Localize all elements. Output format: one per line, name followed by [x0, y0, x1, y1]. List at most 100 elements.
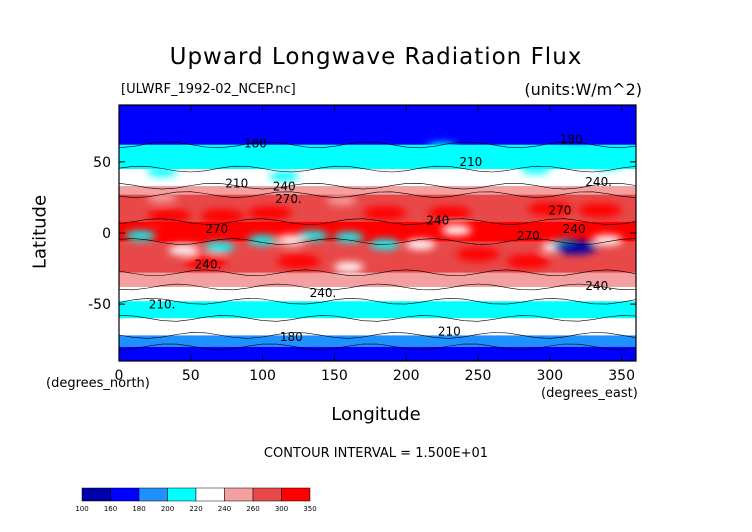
heatmap-feature [362, 206, 407, 221]
x-tick-label: 0 [115, 368, 124, 384]
contour-line [119, 191, 636, 198]
feature-group [125, 126, 623, 273]
heatmap-feature [520, 164, 551, 174]
colorbar-tick-label: 240 [218, 505, 231, 513]
latitude-band [119, 169, 636, 187]
latitude-band [119, 144, 636, 169]
x-tick-label: 250 [465, 368, 492, 384]
contour-label: 210. [149, 297, 176, 311]
contour-label: 210 [459, 155, 482, 169]
contour-label: 240 [426, 213, 449, 227]
dataset-filename: [ULWRF_1992-02_NCEP.nc] [121, 82, 296, 97]
contour-line [119, 165, 636, 173]
heatmap-feature [578, 203, 623, 218]
heatmap-feature [405, 239, 436, 250]
contour-line [119, 238, 636, 245]
contour-line [119, 182, 636, 190]
contour-line [119, 297, 636, 305]
heatmap-feature [592, 159, 623, 170]
colorbar-swatch [167, 487, 197, 502]
heatmap-feature [147, 208, 192, 223]
heatmap-feature [556, 126, 601, 141]
latitude-band [119, 318, 636, 336]
contour-label: 180 [560, 132, 583, 146]
contour-line [119, 269, 636, 276]
heatmap-feature [427, 206, 472, 221]
contour-label: 240. [310, 286, 337, 300]
x-tick-label: 150 [321, 368, 348, 384]
heatmap-feature [147, 166, 178, 177]
x-tick-label: 200 [393, 368, 420, 384]
heatmap-feature [204, 242, 235, 253]
latitude-band [119, 301, 636, 319]
y-tick-label: 50 [93, 155, 111, 171]
contour-label: 240 [563, 222, 586, 236]
heatmap-feature [333, 232, 364, 243]
latitude-band [119, 335, 636, 347]
contour-label: 240. [585, 279, 612, 293]
y-tick-label: -50 [88, 297, 111, 313]
colorbar-tick-label: 260 [246, 505, 259, 513]
x-tick-label: 350 [608, 368, 635, 384]
heatmap-feature [506, 254, 551, 269]
colorbar-tick-label: 180 [132, 505, 145, 513]
contour-label: 240 [273, 179, 296, 193]
colorbar: 100 160 180 200 220 240 260 300 350 [75, 487, 317, 513]
colorbar-swatch [252, 487, 282, 502]
units-label: (units:W/m^2) [524, 80, 642, 99]
y-unit-label: (degrees_north) [46, 376, 150, 391]
x-tick-label: 50 [182, 368, 200, 384]
colorbar-tick-label: 350 [303, 505, 316, 513]
heatmap-feature [441, 225, 472, 236]
latitude-band [119, 105, 636, 145]
x-axis-label: Longitude [331, 404, 421, 425]
latitude-band [119, 272, 636, 288]
units-text: (units:W/m^2) [524, 80, 642, 99]
contour-label: 270 [205, 222, 228, 236]
colorbar-tick-label: 200 [161, 505, 174, 513]
heatmap-feature [247, 206, 292, 221]
contour-label: 210 [225, 176, 248, 190]
colorbar-swatch [138, 487, 168, 502]
colorbar-tick-label: 160 [104, 505, 117, 513]
heatmap-feature [247, 235, 278, 246]
heatmap-feature [297, 230, 328, 241]
x-unit-label: (degrees_east) [541, 386, 638, 401]
latitude-band [119, 346, 636, 361]
colorbar-tick-label: 100 [75, 505, 88, 513]
heatmap-feature [200, 208, 245, 223]
contour-label: 180 [280, 330, 303, 344]
heatmap-feature [168, 245, 199, 256]
colorbar-swatch [195, 487, 225, 502]
colorbar-swatch [81, 487, 111, 502]
heatmap-feature [427, 142, 458, 153]
heatmap-feature [183, 254, 228, 269]
contour-label: 240. [195, 258, 222, 272]
latitude-band [119, 186, 636, 195]
colorbar-tick-label: 300 [275, 505, 288, 513]
heatmap-feature [269, 171, 300, 182]
axis-ticks: 0 50 100 150 200 250 300 350 -50 0 50 [88, 105, 636, 384]
contour-lines [119, 141, 636, 351]
contour-line [119, 332, 636, 339]
heatmap-feature [333, 262, 364, 273]
colorbar-swatch [224, 487, 254, 502]
heatmap-feature [553, 240, 598, 255]
latitude-band [119, 287, 636, 302]
contour-label: 240. [585, 175, 612, 189]
contour-line [119, 283, 636, 291]
colorbar-tick-label: 220 [189, 505, 202, 513]
contour-line [119, 315, 636, 322]
x-tick-label: 300 [536, 368, 563, 384]
contour-line [119, 218, 636, 225]
contour-line [119, 343, 636, 351]
heatmap-feature [326, 195, 357, 206]
latitude-band [119, 221, 636, 242]
contour-label: 180 [244, 137, 267, 151]
contour-label: 270. [275, 192, 302, 206]
contour-interval-note: CONTOUR INTERVAL = 1.500E+01 [263, 446, 489, 461]
chart-title: Upward Longwave Radiation Flux [169, 44, 583, 70]
colorbar-swatch [110, 487, 140, 502]
